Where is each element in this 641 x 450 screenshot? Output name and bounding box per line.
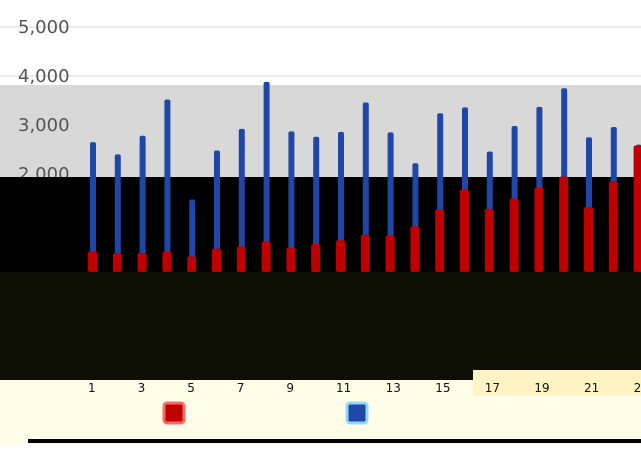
category-label: 19: [534, 381, 549, 395]
red-bar: [559, 176, 569, 272]
blue-bar: [313, 136, 320, 272]
red-bar: [608, 181, 618, 272]
legend-red-swatch: [162, 401, 186, 425]
red-bar: [261, 241, 271, 272]
blue-bar: [214, 150, 220, 272]
red-bar: [336, 240, 345, 272]
y-tick-label: 3,000: [18, 115, 70, 136]
category-label: 15: [435, 381, 450, 395]
blue-bar: [90, 142, 96, 272]
category-label: 5: [187, 381, 195, 395]
blue-bar: [189, 199, 196, 272]
red-bar: [584, 206, 593, 272]
grid-lines: [0, 26, 641, 175]
legend: [162, 401, 369, 425]
category-labels: 1357911131517192123252729: [88, 381, 641, 395]
red-bar: [88, 251, 97, 272]
blue-bar: [288, 131, 295, 272]
red-bar: [286, 247, 296, 272]
category-label: 9: [286, 381, 294, 395]
red-bar: [509, 198, 519, 272]
red-bar: [137, 252, 147, 272]
category-label: 3: [138, 381, 146, 395]
red-bar: [162, 251, 172, 272]
red-bar: [410, 226, 420, 272]
category-label: 13: [386, 381, 401, 395]
black-overlay-band: [0, 177, 641, 272]
red-bar: [360, 234, 370, 272]
legend-blue-swatch: [345, 401, 369, 425]
red-bar: [484, 208, 494, 272]
y-tick-label: 5,000: [18, 17, 70, 38]
y-tick-label: 4,000: [18, 66, 70, 87]
blue-bar: [139, 135, 146, 272]
blue-bar: [362, 102, 369, 273]
category-label: 7: [237, 381, 245, 395]
red-bar: [187, 256, 197, 272]
red-bar: [633, 145, 641, 272]
blue-bar: [114, 154, 121, 272]
red-bar: [534, 187, 544, 272]
cream-right-block: [473, 370, 641, 396]
gray-overlay-band: [0, 85, 641, 177]
red-bar: [311, 244, 321, 272]
blue-bar: [263, 81, 270, 272]
red-bar: [435, 209, 445, 272]
dark-band: [0, 272, 641, 380]
red-bar: [385, 235, 395, 272]
red-bar: [212, 248, 221, 272]
category-label: 1: [88, 381, 96, 395]
red-bar: [236, 246, 246, 272]
category-label: 23: [634, 381, 641, 395]
category-label: 21: [584, 381, 599, 395]
blue-bar: [238, 128, 245, 272]
blue-bar: [338, 131, 344, 272]
category-label: 11: [336, 381, 351, 395]
red-bar: [112, 253, 122, 272]
blue-bar: [164, 99, 171, 273]
category-label: 17: [485, 381, 500, 395]
red-bar: [460, 189, 469, 272]
bars: [88, 81, 641, 273]
